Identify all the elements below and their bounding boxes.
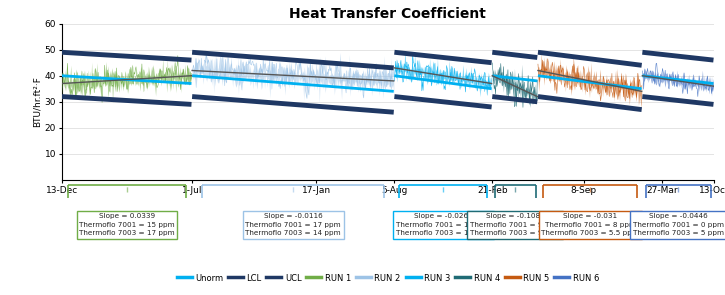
Text: Slope = -0.0116
Thermoflo 7001 = 17 ppm
Thermoflo 7003 = 14 ppm: Slope = -0.0116 Thermoflo 7001 = 17 ppm … [246,213,341,236]
Text: Slope = -0.0268
Thermoflo 7001 = 14 ppm
Thermoflo 7003 = 12 ppm: Slope = -0.0268 Thermoflo 7001 = 14 ppm … [396,213,491,236]
Title: Heat Transfer Coefficient: Heat Transfer Coefficient [289,7,486,21]
Text: Slope = -0.031
Thermoflo 7001 = 8 ppm
Thermoflo 7003 = 5.5 ppm: Slope = -0.031 Thermoflo 7001 = 8 ppm Th… [541,213,639,236]
Legend: Unorm, LCL, UCL, RUN 1, RUN 2, RUN 3, RUN 4, RUN 5, RUN 6: Unorm, LCL, UCL, RUN 1, RUN 2, RUN 3, RU… [173,270,602,286]
Text: Slope = 0.0339
Thermoflo 7001 = 15 ppm
Thermoflo 7003 = 17 ppm: Slope = 0.0339 Thermoflo 7001 = 15 ppm T… [79,213,175,236]
Text: Slope = -0.0446
Thermoflo 7001 = 0 ppm
Thermoflo 7003 = 5 ppm: Slope = -0.0446 Thermoflo 7001 = 0 ppm T… [633,213,724,236]
Text: Slope = -0.1085
Thermoflo 7001 = 9 ppm
Thermoflo 7003 = 9 ppm: Slope = -0.1085 Thermoflo 7001 = 9 ppm T… [470,213,560,236]
Y-axis label: BTU/hr.ft²·F: BTU/hr.ft²·F [33,76,42,127]
